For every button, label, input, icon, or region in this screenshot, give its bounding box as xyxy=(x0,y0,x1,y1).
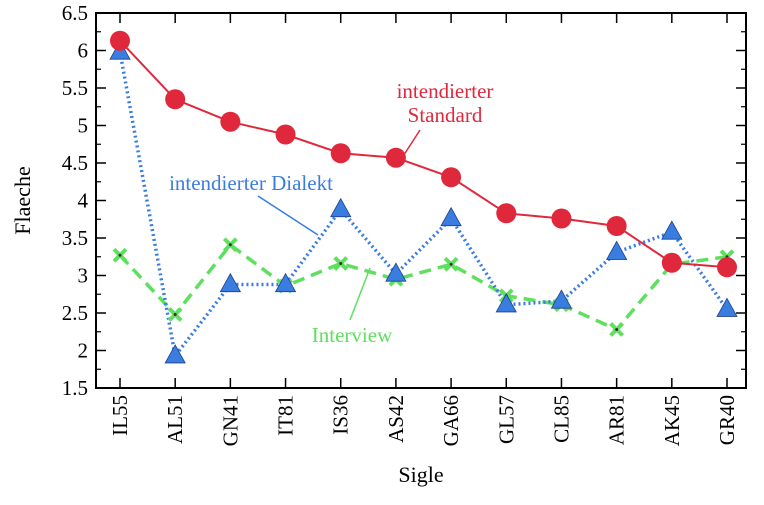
data-point-interview-center xyxy=(449,262,453,266)
y-tick-label: 6 xyxy=(78,39,89,63)
data-point-interview-center xyxy=(118,253,122,257)
annotation-interview: Interview xyxy=(312,323,393,347)
data-point-standard xyxy=(330,143,351,164)
data-point-standard xyxy=(717,257,737,278)
data-point-standard xyxy=(551,208,572,229)
plot-area-border xyxy=(95,12,747,389)
data-point-interview-center xyxy=(339,262,343,265)
y-tick-label: 5.5 xyxy=(62,76,88,100)
x-tick-label: IS36 xyxy=(329,395,353,435)
data-point-standard xyxy=(661,252,682,273)
y-tick-label: 2 xyxy=(78,339,89,363)
data-point-dialekt xyxy=(440,206,462,227)
x-tick-label: IT81 xyxy=(274,395,298,436)
series-line-1 xyxy=(118,51,729,358)
data-point-dialekt xyxy=(219,272,242,293)
data-point-standard xyxy=(165,89,186,110)
x-tick-label: GN41 xyxy=(218,395,242,446)
y-tick-label: 3.5 xyxy=(62,226,88,250)
y-tick-label: 4.5 xyxy=(62,151,88,175)
series-markers xyxy=(109,30,738,364)
data-point-interview-center xyxy=(173,313,177,316)
x-tick-label: IL55 xyxy=(108,395,132,436)
annotation-standard: Standard xyxy=(408,103,483,127)
y-tick-label: 5 xyxy=(78,114,89,138)
data-point-standard xyxy=(385,147,406,168)
data-point-standard xyxy=(275,124,296,145)
series-line-0 xyxy=(119,40,728,269)
data-point-dialekt xyxy=(164,344,186,364)
data-point-dialekt xyxy=(550,289,573,309)
y-axis-label: Flaeche xyxy=(10,166,35,234)
x-tick-label: AR81 xyxy=(605,395,629,445)
y-tick-label: 1.5 xyxy=(62,376,88,400)
data-point-standard xyxy=(606,216,627,236)
annotation-standard: intendierter xyxy=(397,79,494,103)
data-point-standard xyxy=(441,167,462,188)
y-tick-label: 2.5 xyxy=(62,301,88,325)
annotation-dialekt: intendierter Dialekt xyxy=(169,171,333,195)
data-point-standard xyxy=(110,30,130,51)
data-point-standard xyxy=(496,203,517,224)
data-point-interview-center xyxy=(615,328,619,331)
data-point-dialekt xyxy=(330,197,352,218)
x-tick-label: AS42 xyxy=(384,395,408,443)
y-tick-label: 3 xyxy=(78,264,89,288)
x-axis-label: Sigle xyxy=(398,462,443,487)
annotation-leader-interview xyxy=(349,267,371,321)
x-tick-label: CL85 xyxy=(549,395,573,443)
data-point-dialekt xyxy=(605,240,628,260)
data-point-dialekt xyxy=(495,293,517,313)
plot-frame xyxy=(95,12,747,389)
data-point-dialekt xyxy=(716,297,738,317)
x-tick-label: GR40 xyxy=(715,395,739,445)
x-tick-label: AK45 xyxy=(660,395,684,446)
chart-text: 1.5 2 2.5 3 3.5 4 4.5 5 5.5 6 6.5 IL55 AL51 GN41 IT81 I… xyxy=(10,1,739,487)
x-tick-label: GA66 xyxy=(439,395,463,446)
axis-ticks xyxy=(96,12,746,389)
data-point-dialekt xyxy=(385,262,407,282)
x-tick-label: AL51 xyxy=(163,395,187,444)
y-tick-label: 6.5 xyxy=(62,1,88,25)
data-point-dialekt xyxy=(661,220,683,240)
x-tick-label: GL57 xyxy=(494,395,518,444)
data-point-dialekt xyxy=(274,272,297,293)
data-point-standard xyxy=(220,111,241,132)
series-line-2 xyxy=(118,243,728,332)
data-point-interview-center xyxy=(228,243,232,247)
annotation-leader-dialekt xyxy=(257,195,319,236)
y-tick-label: 4 xyxy=(78,189,89,213)
